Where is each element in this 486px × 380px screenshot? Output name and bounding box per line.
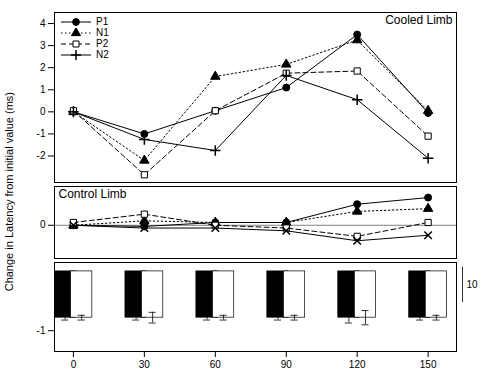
svg-text:60: 60: [210, 359, 222, 370]
svg-text:90: 90: [281, 359, 293, 370]
svg-text:120: 120: [349, 359, 366, 370]
svg-text:1: 1: [40, 84, 46, 95]
svg-text:0: 0: [71, 359, 77, 370]
svg-text:30: 30: [139, 359, 151, 370]
html-text:P2: P2: [96, 38, 109, 49]
svg-text:0: 0: [40, 106, 46, 117]
html-text:N1: N1: [96, 27, 109, 38]
html-text:P1: P1: [96, 16, 109, 27]
svg-text:-2: -2: [37, 150, 46, 161]
svg-text:Cooled Limb: Cooled Limb: [385, 13, 453, 27]
html-text:Change in Latency from initial: Change in Latency from initial value (ms…: [3, 92, 15, 292]
svg-text:-1: -1: [37, 128, 46, 139]
svg-text:150: 150: [420, 359, 437, 370]
svg-text:Control Limb: Control Limb: [59, 187, 127, 201]
svg-text:3: 3: [40, 40, 46, 51]
svg-text:-1: -1: [37, 325, 46, 336]
html-text:N2: N2: [96, 49, 109, 60]
svg-text:10: 10: [467, 279, 479, 290]
svg-text:0: 0: [40, 219, 46, 230]
svg-text:2: 2: [40, 62, 46, 73]
svg-text:4: 4: [40, 18, 46, 29]
